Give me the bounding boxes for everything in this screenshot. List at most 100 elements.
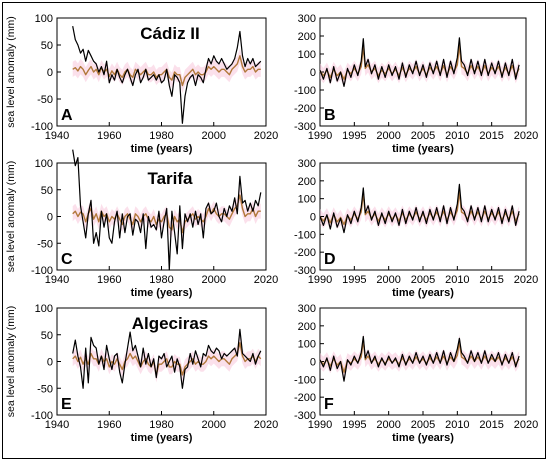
y-tick-label: -100 — [294, 229, 316, 241]
y-tick-label: 0 — [47, 212, 53, 224]
x-tick-label: 2020 — [254, 130, 278, 142]
series-line-observed — [72, 149, 262, 271]
x-tick-label: 1960 — [97, 274, 121, 286]
y-tick-label: 200 — [298, 321, 316, 333]
y-tick-label: -100 — [294, 374, 316, 386]
x-axis-label: time (years) — [131, 143, 193, 155]
x-tick-label: 1940 — [45, 130, 69, 142]
y-tick-label: -300 — [294, 410, 316, 422]
y-tick-label: 300 — [298, 13, 316, 25]
x-tick-label: 1960 — [97, 419, 121, 431]
x-axis-label: time (years) — [131, 432, 193, 444]
y-tick-label: -200 — [294, 392, 316, 404]
panel-label: B — [324, 107, 336, 124]
panel-label: E — [61, 396, 72, 413]
x-tick-label: 1990 — [308, 274, 332, 286]
x-tick-label: 2000 — [202, 274, 226, 286]
x-tick-label: 2020 — [514, 274, 538, 286]
y-tick-label: 100 — [35, 303, 53, 315]
series-line-observed — [72, 25, 262, 124]
chart-title: Algeciras — [132, 314, 209, 333]
panel-B: 1990 1995 2000 2005 2010 2015 2020-300-200-100… — [294, 13, 538, 155]
y-tick-label: 0 — [310, 212, 316, 224]
chart-title: Cádiz II — [140, 24, 200, 43]
series-line-model — [72, 342, 262, 376]
panel-label: A — [61, 107, 73, 124]
x-axis-label: time (years) — [131, 287, 193, 299]
x-tick-label: 2010 — [445, 274, 469, 286]
y-tick-label: 200 — [298, 176, 316, 188]
y-tick-label: 200 — [298, 31, 316, 43]
x-tick-label: 1995 — [342, 130, 366, 142]
x-tick-label: 2015 — [479, 130, 503, 142]
figure-frame — [2, 2, 546, 459]
y-tick-label: 50 — [41, 185, 53, 197]
panel-label: F — [324, 396, 334, 413]
x-tick-label: 1980 — [149, 419, 173, 431]
y-tick-label: 300 — [298, 303, 316, 315]
x-tick-label: 2010 — [445, 130, 469, 142]
y-tick-label: 100 — [298, 49, 316, 61]
x-tick-label: 2020 — [254, 419, 278, 431]
y-tick-label: -100 — [31, 121, 53, 133]
x-tick-label: 1960 — [97, 130, 121, 142]
series-line-model — [319, 190, 520, 226]
y-tick-label: 100 — [35, 13, 53, 25]
x-tick-label: 2005 — [411, 419, 435, 431]
y-tick-label: -200 — [294, 247, 316, 259]
y-tick-label: -50 — [37, 383, 53, 395]
x-tick-label: 2010 — [445, 419, 469, 431]
x-tick-label: 2000 — [202, 419, 226, 431]
series-line-observed — [319, 37, 520, 87]
x-tick-label: 1990 — [308, 419, 332, 431]
x-tick-label: 1940 — [45, 419, 69, 431]
x-tick-label: 2015 — [479, 419, 503, 431]
y-tick-label: 100 — [298, 194, 316, 206]
panel-E: 1940 1960 1980 2000 2020 -100 -50 0 50 100 time (y… — [5, 303, 278, 444]
y-tick-label: -50 — [37, 94, 53, 106]
x-tick-label: 2000 — [376, 419, 400, 431]
x-axis-label: time (years) — [392, 287, 454, 299]
x-tick-label: 1980 — [149, 274, 173, 286]
uncertainty-band — [320, 332, 520, 380]
x-tick-label: 2000 — [376, 274, 400, 286]
panel-F: 1990 1995 2000 2005 2010 2015 2020-300-200-100… — [294, 303, 538, 444]
x-tick-label: 1990 — [308, 130, 332, 142]
x-tick-label: 1980 — [149, 130, 173, 142]
y-tick-label: 0 — [310, 357, 316, 369]
panel-A: 1940 1960 1980 2000 2020 -100 -50 0 50 100 time (y… — [5, 13, 278, 155]
uncertainty-band — [320, 184, 520, 232]
x-tick-label: 1995 — [342, 274, 366, 286]
x-axis-label: time (years) — [392, 432, 454, 444]
x-tick-label: 2020 — [254, 274, 278, 286]
y-axis-label: sea level anomaly (mm) — [5, 161, 17, 272]
y-tick-label: 0 — [47, 357, 53, 369]
x-axis-label: time (years) — [392, 143, 454, 155]
series-line-observed — [319, 335, 520, 382]
y-tick-label: 100 — [35, 158, 53, 170]
x-tick-label: 1995 — [342, 419, 366, 431]
y-tick-label: -300 — [294, 121, 316, 133]
y-tick-label: 100 — [298, 339, 316, 351]
y-tick-label: 300 — [298, 158, 316, 170]
panel-label: D — [324, 251, 336, 268]
x-tick-label: 2020 — [514, 419, 538, 431]
x-tick-label: 2000 — [376, 130, 400, 142]
x-tick-label: 1940 — [45, 274, 69, 286]
y-tick-label: -50 — [37, 238, 53, 250]
x-tick-label: 2005 — [411, 130, 435, 142]
y-tick-label: 50 — [41, 330, 53, 342]
y-tick-label: -100 — [294, 85, 316, 97]
y-tick-label: 50 — [41, 40, 53, 52]
series-line-observed — [72, 328, 262, 389]
y-tick-label: 0 — [47, 67, 53, 79]
y-axis-label: sea level anomaly (mm) — [5, 306, 17, 417]
x-tick-label: 2000 — [202, 130, 226, 142]
x-tick-label: 2020 — [514, 130, 538, 142]
panel-label: C — [61, 251, 73, 268]
y-tick-label: 0 — [310, 67, 316, 79]
chart-title: Tarifa — [147, 169, 193, 188]
uncertainty-band — [320, 37, 520, 87]
